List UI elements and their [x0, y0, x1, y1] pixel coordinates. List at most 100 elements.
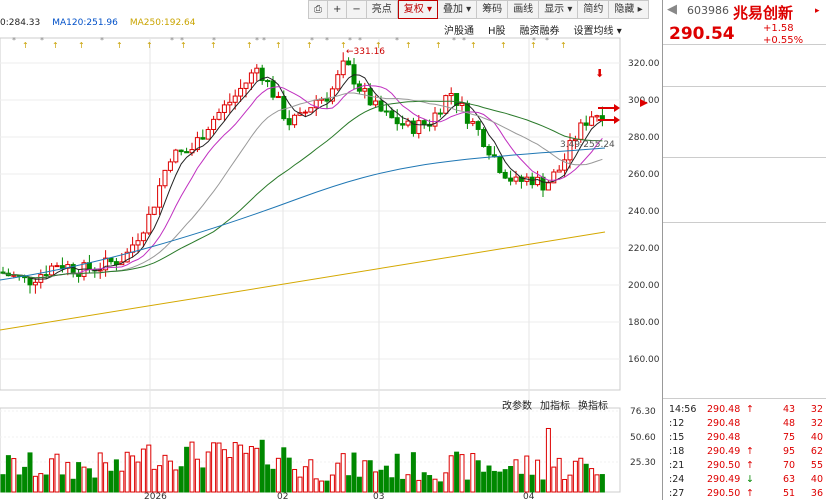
toolbar-button[interactable]: ⎙: [308, 0, 328, 19]
quote-row: [663, 56, 826, 69]
subbar-link[interactable]: 沪股通: [444, 26, 474, 37]
volume-bar: [189, 441, 195, 493]
tick-time: :24: [669, 474, 685, 485]
volume-bar: [351, 452, 357, 493]
volume-bar: [243, 452, 249, 493]
candle-body: [167, 161, 173, 171]
tick-price: 290.50: [707, 460, 741, 471]
volume-bar: [556, 457, 562, 493]
volume-bar: [432, 478, 438, 493]
candle-body: [43, 274, 49, 277]
candle-body: [38, 274, 44, 283]
volume-bar: [70, 478, 76, 493]
ma-legend-item: MA120:251.96: [52, 18, 118, 28]
candle-body: [103, 257, 109, 271]
toolbar-button[interactable]: 复权 ▾: [397, 0, 438, 19]
volume-bar: [362, 460, 368, 493]
candle-body: [162, 169, 168, 187]
volume-bar: [356, 476, 362, 493]
tick-arrow-icon: ↑: [746, 488, 754, 499]
indicator-button[interactable]: 加指标: [540, 401, 570, 412]
change-value: +1.58: [763, 23, 794, 34]
volume-bar: [421, 472, 427, 493]
toolbar-button[interactable]: 隐藏 ▸: [609, 0, 649, 19]
candle-body: [502, 171, 508, 179]
tick-time: :12: [669, 418, 685, 429]
volume-bar: [22, 466, 28, 493]
candle-body: [221, 104, 227, 113]
volume-bar: [545, 427, 551, 493]
kline-chart[interactable]: 320.00300.00280.00260.00240.00220.00200.…: [0, 0, 662, 500]
price-change: +1.58 +0.55%: [763, 23, 803, 47]
price-axis-label: 180.00: [628, 318, 660, 328]
last-price: 290.54: [669, 24, 735, 44]
quote-row: [663, 276, 826, 289]
volume-bar: [367, 460, 373, 493]
toolbar-button[interactable]: 简约: [578, 0, 610, 19]
volume-bar: [513, 459, 519, 493]
quote-row: [663, 200, 826, 213]
volume-bar: [508, 466, 514, 493]
indicator-button[interactable]: 改参数: [502, 401, 532, 412]
subbar-link[interactable]: 设置均线 ▾: [573, 26, 622, 37]
volume-bar: [205, 451, 211, 493]
volume-bar: [443, 472, 449, 493]
info-marker-icon: ↑: [78, 41, 85, 50]
stock-name: 兆易创新: [733, 4, 794, 22]
quote-row: [663, 90, 826, 103]
volume-bar: [405, 474, 411, 493]
event-star-marker: *: [325, 36, 329, 45]
info-marker-icon: ↑: [22, 41, 29, 50]
tick-row: :27 290.50 ↑ 51 36: [663, 488, 826, 500]
tick-arrow-icon: ↑: [746, 404, 754, 415]
volume-bar: [389, 477, 395, 493]
volume-bar: [437, 481, 443, 493]
back-arrow-icon[interactable]: ◀: [667, 2, 677, 17]
candle-body: [302, 111, 308, 114]
quote-row: [663, 71, 826, 84]
candle-body: [243, 82, 249, 89]
volume-bar: [92, 477, 98, 493]
tick-volume: 75: [783, 432, 796, 443]
candle-body: [324, 98, 330, 102]
volume-bar: [470, 453, 476, 493]
volume-bar: [227, 457, 233, 493]
volume-bar: [254, 447, 260, 493]
volume-bar: [178, 466, 184, 493]
candle-body: [335, 74, 341, 90]
tick-volume: 95: [783, 446, 796, 457]
price-axis-label: 160.00: [628, 355, 660, 365]
toolbar-button[interactable]: 亮点: [366, 0, 398, 19]
subbar-link[interactable]: H股: [488, 26, 506, 37]
price-axis-label: 320.00: [628, 59, 660, 69]
toolbar-button[interactable]: 画线: [508, 0, 540, 19]
indicator-button[interactable]: 换指标: [578, 401, 608, 412]
candle-body: [535, 176, 541, 186]
candle-body: [475, 121, 481, 130]
candle-body: [184, 151, 190, 154]
event-star-marker: *: [180, 36, 184, 45]
down-arrow-icon: ⬇: [595, 67, 604, 80]
candle-body: [265, 80, 271, 83]
add-favorite-icon[interactable]: ▸: [815, 6, 820, 16]
candlestick-svg[interactable]: 320.00300.00280.00260.00240.00220.00200.…: [0, 0, 662, 500]
volume-bar: [259, 439, 265, 493]
toolbar-button[interactable]: 显示 ▾: [539, 0, 579, 19]
quote-row: [663, 251, 826, 264]
volume-bar: [491, 470, 497, 493]
subbar-link[interactable]: 融资融券: [519, 26, 560, 37]
event-star-marker: *: [310, 36, 314, 45]
toolbar-button[interactable]: 筹码: [477, 0, 509, 19]
tick-arrow-icon: ↑: [746, 460, 754, 471]
toolbar-button[interactable]: −: [347, 0, 367, 19]
toolbar-button[interactable]: +: [328, 0, 348, 19]
volume-bar: [378, 469, 384, 493]
ma120-line: [0, 147, 606, 281]
quote-row: [663, 327, 826, 340]
toolbar-button[interactable]: 叠加 ▾: [437, 0, 478, 19]
volume-bar: [340, 453, 346, 493]
candle-body: [486, 145, 492, 156]
quote-row: [663, 174, 826, 187]
tick-price: 290.49: [707, 474, 741, 485]
volume-bar: [211, 442, 217, 493]
